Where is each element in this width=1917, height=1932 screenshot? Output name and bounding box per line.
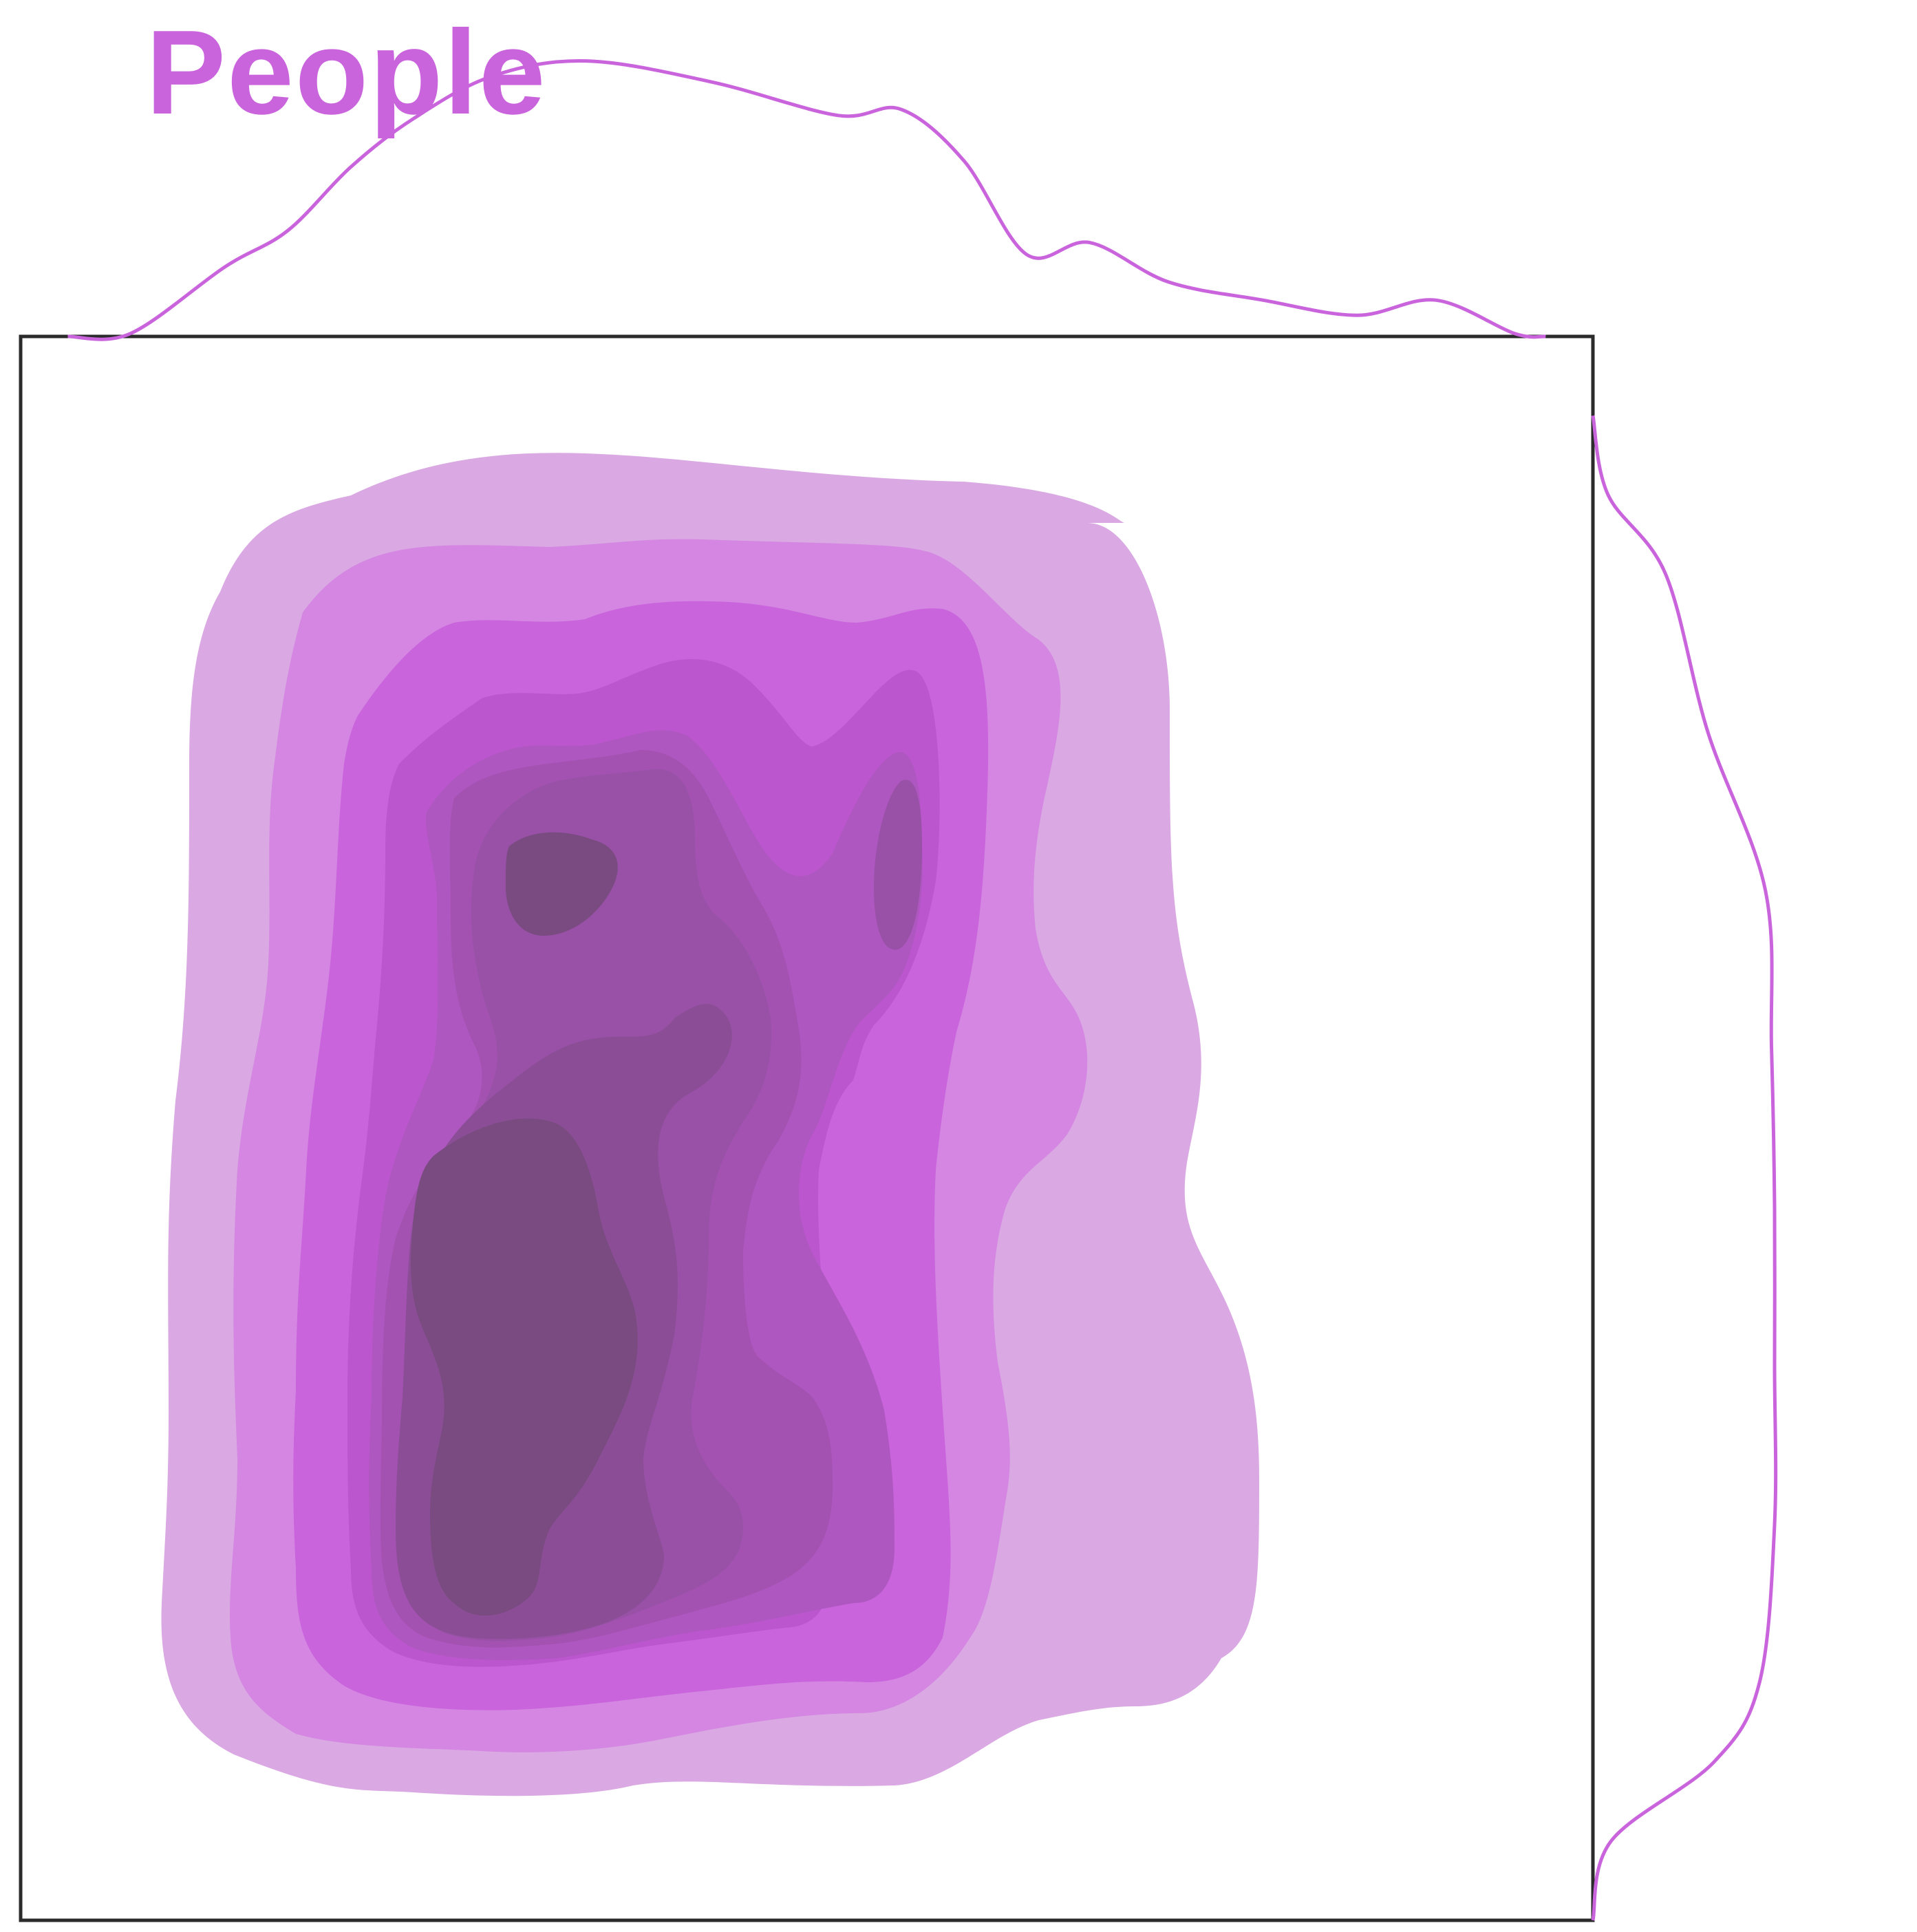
density-contours <box>161 453 1260 1796</box>
plot-frame <box>19 334 1595 1922</box>
legend-label-people: People <box>146 5 547 139</box>
x-marginal-density-curve <box>67 58 1546 341</box>
contour-level-9 <box>411 1118 638 1616</box>
contour-level-9-upper <box>506 832 618 936</box>
contour-level-7-right <box>874 780 922 950</box>
y-marginal-density-curve <box>1591 415 1778 1921</box>
